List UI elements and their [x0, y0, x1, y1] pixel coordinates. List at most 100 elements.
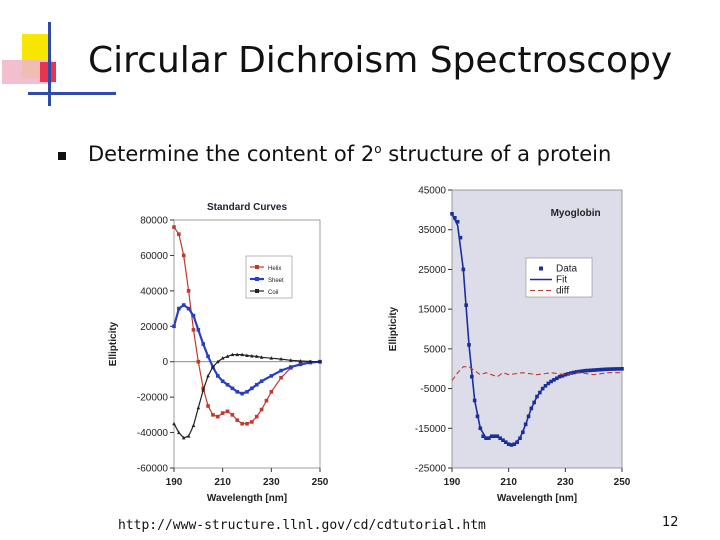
- helix-point: [240, 421, 244, 426]
- data-point: [481, 434, 485, 439]
- decor-blue-hline: [28, 92, 116, 95]
- coil-point: [250, 354, 254, 358]
- bullet-text-main: Determine the content of 2: [88, 142, 375, 166]
- x-tick-label: 210: [500, 477, 517, 488]
- coil-point: [308, 359, 313, 364]
- sheet-point: [250, 386, 254, 391]
- sheet-point: [201, 342, 205, 346]
- x-tick-label: 230: [263, 477, 280, 488]
- legend-marker: [255, 289, 259, 293]
- helix-point: [235, 418, 240, 422]
- legend-box: [525, 257, 593, 298]
- helix-point: [206, 404, 210, 408]
- coil-point: [191, 423, 196, 427]
- sheet-point: [269, 374, 274, 378]
- sheet-point: [259, 379, 264, 383]
- sheet-point: [186, 306, 191, 311]
- decor-blue-vline: [48, 22, 51, 106]
- y-tick-label: -20000: [137, 393, 169, 404]
- series-helix-line: [173, 226, 321, 425]
- sheet-point: [235, 390, 240, 394]
- x-tick-label: 210: [214, 477, 231, 488]
- y-tick-label: 40000: [140, 286, 168, 297]
- coil-point: [201, 388, 205, 392]
- legend-label: Sheet: [268, 278, 284, 284]
- standard-curves-chart: Standard Curves 80000 60000 40000 20000 0 -200…: [104, 172, 344, 522]
- x-tick-label: 190: [444, 477, 461, 488]
- legend-marker: [539, 266, 543, 271]
- x-tick-label: 230: [557, 477, 574, 488]
- legend-marker: [255, 277, 259, 281]
- coil-point: [220, 356, 225, 360]
- y-axis-label: Ellipticity: [388, 306, 399, 351]
- helix-point: [191, 328, 196, 332]
- helix-point: [245, 421, 249, 426]
- helix-point: [211, 413, 215, 417]
- sheet-point: [196, 328, 201, 332]
- coil-point: [318, 359, 322, 364]
- sheet-point: [225, 382, 230, 387]
- data-point: [453, 216, 457, 220]
- coil-point: [279, 357, 283, 361]
- y-tick-label: 35000: [418, 225, 446, 236]
- y-tick-label: 20000: [140, 322, 168, 333]
- sheet-point: [216, 374, 220, 378]
- y-tick-label: 25000: [418, 265, 446, 276]
- x-axis-label: Wavelength [nm]: [497, 493, 577, 504]
- x-tick-label: 190: [166, 477, 183, 488]
- sheet-point: [230, 386, 235, 391]
- data-point: [458, 235, 463, 240]
- y-tick-label: 80000: [140, 216, 168, 227]
- coil-point: [235, 352, 240, 357]
- helix-point: [259, 407, 264, 412]
- helix-point: [230, 413, 235, 417]
- helix-point: [186, 289, 191, 293]
- source-url[interactable]: http://www-structure.llnl.gov/cd/cdtutor…: [118, 518, 486, 533]
- sheet-point: [191, 313, 196, 318]
- y-tick-label: -40000: [137, 428, 169, 439]
- bullet-text: Determine the content of 2o structure of…: [88, 142, 611, 166]
- sheet-point: [245, 390, 249, 394]
- helix-point: [254, 414, 259, 419]
- helix-point: [250, 420, 254, 424]
- chart-title: Myoglobin: [551, 208, 601, 219]
- coil-point: [177, 430, 181, 435]
- coil-point: [298, 359, 303, 363]
- sheet-point: [172, 324, 176, 329]
- legend-label: Helix: [268, 266, 281, 272]
- sheet-point: [289, 365, 293, 369]
- sheet-point: [220, 379, 225, 383]
- helix-point: [279, 375, 283, 380]
- helix-point: [264, 398, 269, 403]
- legend-marker: [255, 265, 259, 269]
- coil-point: [240, 352, 244, 357]
- coil-point: [172, 421, 176, 426]
- sheet-point: [206, 354, 210, 359]
- legend-label: Coil: [268, 290, 278, 296]
- helix-point: [225, 409, 230, 414]
- x-tick-label: 250: [312, 477, 329, 488]
- sheet-point: [240, 391, 244, 396]
- helix-point: [216, 414, 220, 419]
- myoglobin-chart: Myoglobin 45000 35000 25000 15000 5000 -5000 -1…: [382, 180, 644, 516]
- y-tick-label: 0: [162, 357, 168, 368]
- coil-point: [289, 358, 293, 362]
- coil-point: [186, 434, 191, 438]
- coil-point: [211, 365, 215, 369]
- slide-title: Circular Dichroism Spectroscopy: [88, 40, 673, 81]
- sheet-point: [177, 306, 181, 311]
- y-tick-label: 15000: [418, 305, 446, 316]
- x-tick-label: 250: [614, 477, 631, 488]
- legend-label: Fit: [556, 275, 567, 286]
- data-point: [487, 436, 491, 441]
- helix-point: [177, 232, 181, 236]
- y-tick-label: -25000: [415, 464, 447, 475]
- coil-point: [230, 352, 235, 357]
- y-tick-label: 45000: [418, 186, 446, 197]
- coil-point: [254, 354, 259, 358]
- legend-label: diff: [556, 286, 569, 297]
- plot-area: [451, 189, 623, 469]
- sheet-point: [181, 303, 186, 307]
- y-axis-label: Ellipticity: [108, 321, 119, 366]
- helix-point: [220, 411, 225, 415]
